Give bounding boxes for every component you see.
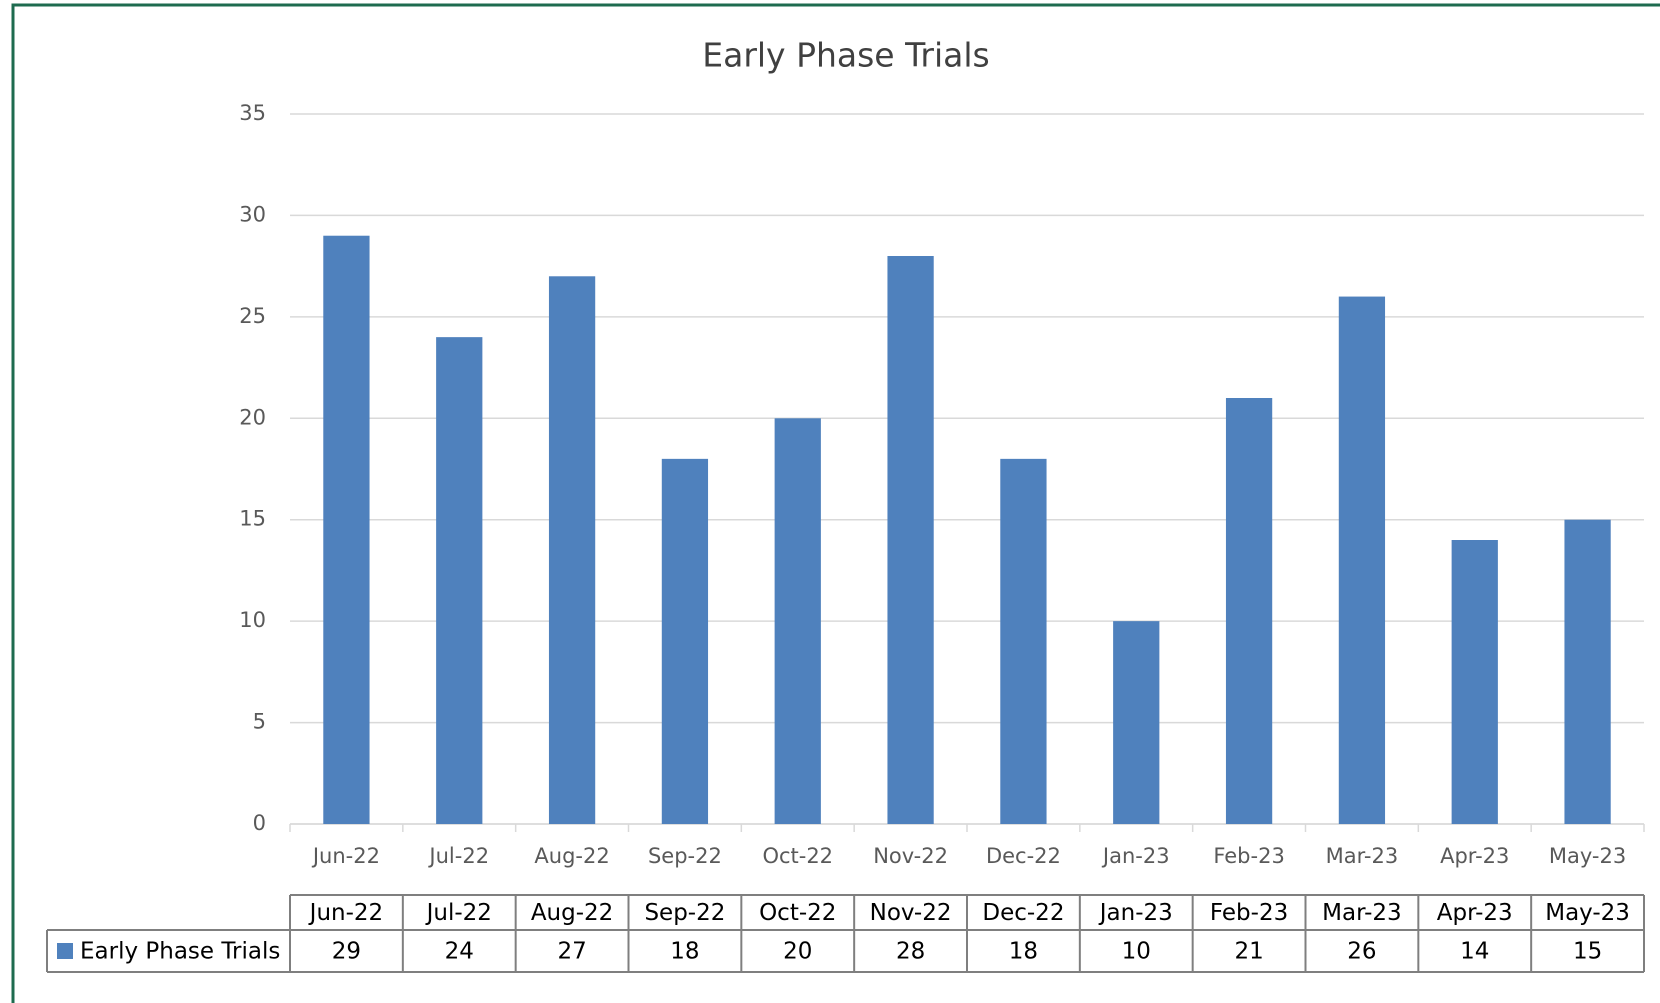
table-header: Jan-23 [1098, 900, 1173, 926]
x-tick-label: Sep-22 [648, 844, 722, 868]
bar [1564, 519, 1611, 824]
table-value: 28 [896, 939, 925, 965]
table-header: Aug-22 [531, 900, 613, 926]
table-value: 21 [1234, 939, 1263, 965]
x-tick-label: Jul-22 [427, 844, 489, 868]
table-value: 20 [783, 939, 812, 965]
bar [323, 235, 370, 824]
table-value: 27 [557, 939, 586, 965]
x-tick-label: Aug-22 [534, 844, 609, 868]
table-value: 18 [670, 939, 699, 965]
y-tick-label: 35 [239, 101, 266, 125]
y-tick-label: 30 [239, 202, 266, 226]
x-tick-label: Jun-22 [311, 844, 380, 868]
y-tick-label: 10 [239, 608, 266, 632]
bar [436, 337, 483, 824]
table-value: 10 [1122, 939, 1151, 965]
y-tick-label: 25 [239, 304, 266, 328]
table-value: 14 [1460, 939, 1489, 965]
bar [661, 458, 709, 824]
table-value: 29 [332, 939, 361, 965]
table-header: Jul-22 [425, 900, 492, 926]
x-tick-label: Nov-22 [873, 844, 948, 868]
bar [548, 276, 596, 824]
chart-frame [11, 3, 1660, 1003]
x-tick-label: Oct-22 [762, 844, 833, 868]
table-header: Apr-23 [1437, 900, 1513, 926]
bar [887, 256, 934, 824]
y-tick-label: 0 [253, 811, 266, 835]
bar [774, 418, 821, 824]
legend-swatch [57, 943, 73, 959]
bar [1113, 621, 1160, 824]
y-tick-label: 5 [253, 710, 266, 734]
table-value: 24 [445, 939, 474, 965]
x-tick-label: Apr-23 [1440, 844, 1509, 868]
bar [1451, 540, 1498, 824]
table-header: Oct-22 [759, 900, 836, 926]
table-header: Sep-22 [644, 900, 725, 926]
table-header: Feb-23 [1210, 900, 1288, 926]
table-value: 18 [1009, 939, 1038, 965]
x-tick-label: Mar-23 [1326, 844, 1399, 868]
x-tick-label: Jan-23 [1101, 844, 1170, 868]
x-tick-label: Feb-23 [1213, 844, 1284, 868]
bar [1225, 398, 1273, 824]
table-value: 15 [1573, 939, 1602, 965]
bar [1338, 296, 1386, 825]
x-tick-label: Dec-22 [986, 844, 1061, 868]
table-header: May-23 [1545, 900, 1630, 926]
y-tick-label: 20 [239, 405, 266, 429]
table-value: 26 [1347, 939, 1376, 965]
table-header: Mar-23 [1322, 900, 1402, 926]
table-header: Dec-22 [982, 900, 1064, 926]
table-header: Nov-22 [870, 900, 952, 926]
y-tick-label: 15 [239, 507, 266, 531]
bar [1000, 458, 1047, 824]
table-header: Jun-22 [308, 900, 384, 926]
x-tick-label: May-23 [1549, 844, 1626, 868]
chart-title: Early Phase Trials [702, 36, 989, 75]
legend-label: Early Phase Trials [80, 939, 280, 965]
